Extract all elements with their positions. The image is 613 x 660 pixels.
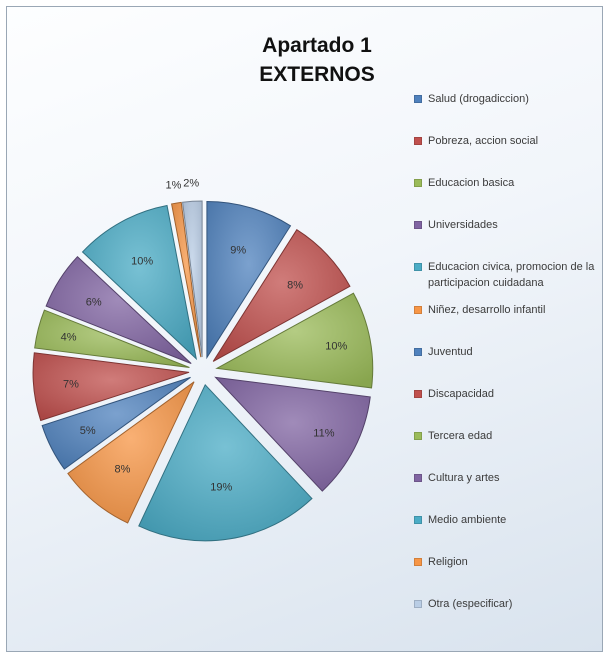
legend-swatch: [414, 263, 422, 272]
pie-label-6: 8%: [115, 463, 131, 475]
legend-item-8: Discapacidad: [414, 386, 613, 402]
chart-title-line-1: Apartado 1: [262, 34, 372, 57]
pie-slice-11: [81, 204, 198, 361]
pie-slice-10: [45, 256, 192, 364]
chart-title-line-2: EXTERNOS: [259, 63, 375, 86]
legend-item-5: Medio ambiente: [414, 512, 613, 528]
legend-swatch: [414, 473, 422, 482]
pie-label-1: 9%: [230, 245, 246, 257]
pie-slice-4: [214, 376, 371, 492]
legend-label: Otra (especificar): [428, 598, 513, 611]
legend-item-1: Salud (drogadiccion): [414, 91, 613, 107]
legend-label: Religion: [428, 556, 468, 569]
legend-swatch: [414, 516, 422, 524]
pie-label-5: 19%: [210, 482, 232, 494]
legend-swatch: [414, 221, 422, 230]
legend-label: Discapacidad: [428, 387, 495, 400]
pie-slice-1: [206, 201, 292, 360]
legend-label: Educacion civica, promocion de la partic…: [428, 261, 595, 290]
legend-item-6: Niñez, desarrollo infantil: [414, 302, 613, 318]
pie-label-3: 10%: [325, 341, 347, 353]
legend-label: Salud (drogadiccion): [428, 93, 529, 105]
pie-slice-6: [67, 381, 195, 524]
legend-label: Medio ambiente: [428, 514, 507, 526]
pie-label-12: 1%: [166, 180, 182, 192]
legend-item-2: Pobreza, accion social: [414, 133, 613, 149]
legend-item-12: Religion: [414, 554, 613, 570]
legend-item-4: Universidades: [414, 217, 613, 233]
pie-label-2: 8%: [287, 280, 303, 292]
legend-swatch: [414, 179, 422, 188]
legend-label: Tercera edad: [428, 429, 493, 442]
legend-item-11: Educacion civica, promocion de la partic…: [414, 259, 613, 291]
pie-label-7: 5%: [80, 425, 96, 437]
legend-swatch: [414, 600, 422, 609]
pie-label-9: 4%: [61, 332, 77, 344]
legend-swatch: [414, 95, 422, 103]
legend-label: Cultura y artes: [428, 471, 500, 484]
pie-slice-8: [32, 352, 190, 422]
pie-label-11: 10%: [131, 255, 153, 267]
pie-chart: 9% 8% 10% 11% 19% 8% 5% 7% 4% 6% 10% 1% 2%: [32, 178, 374, 542]
legend-swatch: [414, 137, 422, 146]
chart-title: Apartado 1 EXTERNOS: [207, 31, 427, 89]
legend-label: Universidades: [428, 219, 498, 232]
legend-label: Educacion basica: [428, 177, 515, 190]
pie-slice-3: [215, 292, 374, 389]
pie-slice-9: [34, 309, 190, 369]
legend-swatch: [414, 389, 422, 398]
legend-swatch: [414, 431, 422, 440]
legend-swatch: [414, 305, 422, 314]
pie-slice-12: [170, 201, 202, 358]
pie-label-10: 6%: [86, 297, 102, 309]
legend-label: Pobreza, accion social: [428, 135, 539, 148]
pie-label-8: 7%: [63, 379, 79, 391]
legend-item-9: Tercera edad: [414, 428, 613, 444]
pie-label-4: 11%: [313, 428, 334, 440]
legend-item-7: Juventud: [414, 344, 613, 360]
pie-slice-5: [138, 383, 313, 542]
pie-slice-7: [41, 376, 191, 470]
legend-item-13: Otra (especificar): [414, 596, 613, 612]
pie-label-13: 2%: [183, 178, 199, 190]
legend-item-3: Educacion basica: [414, 175, 613, 191]
pie-slice-2: [212, 229, 351, 362]
chart-area: Apartado 1 EXTERNOS 9% 8% 10% 11% 19% 8% 5% 7% 4…: [6, 6, 603, 652]
legend-label: Juventud: [428, 345, 473, 358]
legend-swatch: [414, 347, 422, 356]
legend-swatch: [414, 558, 422, 567]
legend-label: Niñez, desarrollo infantil: [428, 303, 546, 316]
pie-slice-13: [182, 200, 203, 358]
legend-item-10: Cultura y artes: [414, 470, 613, 486]
